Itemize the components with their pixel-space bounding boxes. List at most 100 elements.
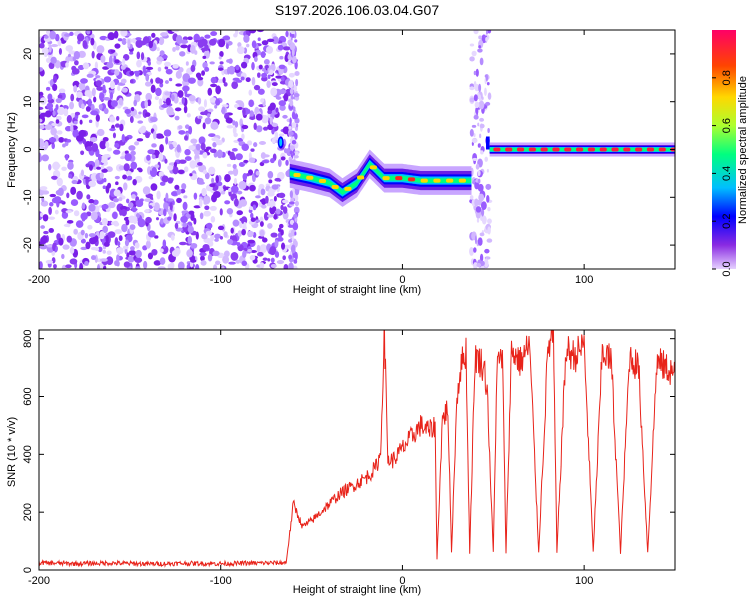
noise-blob: [76, 190, 83, 200]
noise-blob: [124, 108, 132, 115]
noise-blob: [158, 36, 165, 46]
noise-blob: [144, 198, 152, 202]
noise-blob: [144, 99, 149, 108]
noise-blob: [142, 65, 146, 74]
noise-blob: [87, 224, 93, 230]
edge-noise: [288, 80, 294, 89]
noise-blob: [203, 99, 208, 108]
noise-blob: [63, 223, 70, 227]
noise-blob: [137, 120, 144, 124]
edge-noise: [477, 48, 483, 53]
noise-blob: [71, 68, 80, 75]
noise-blob: [116, 115, 120, 121]
noise-blob: [189, 173, 193, 177]
noise-blob: [125, 218, 130, 226]
noise-blob: [91, 142, 99, 152]
noise-blob: [255, 125, 263, 133]
noise-blob: [159, 181, 166, 186]
noise-blob: [234, 30, 239, 36]
noise-blob: [123, 261, 131, 268]
noise-blob: [84, 261, 89, 266]
noise-blob: [45, 86, 51, 91]
noise-blob: [161, 104, 169, 108]
noise-blob: [199, 212, 204, 220]
direct-dash: [575, 147, 584, 152]
noise-blob: [144, 208, 150, 213]
noise-blob: [112, 149, 121, 155]
noise-blob: [50, 43, 59, 48]
noise-blob: [76, 91, 83, 99]
noise-blob: [114, 69, 120, 76]
noise-blob: [49, 30, 57, 40]
noise-blob: [209, 38, 217, 46]
noise-blob: [110, 100, 118, 107]
noise-blob: [99, 231, 105, 240]
cbar-tick-label: 0.6: [721, 118, 733, 133]
noise-blob: [266, 80, 271, 89]
noise-blob: [158, 98, 163, 106]
noise-blob: [224, 174, 231, 183]
noise-blob: [156, 56, 165, 62]
noise-blob: [118, 197, 123, 202]
noise-blob: [261, 40, 269, 46]
noise-blob: [216, 149, 223, 159]
noise-blob: [111, 221, 115, 226]
noise-blob: [208, 133, 216, 138]
noise-blob: [51, 175, 58, 180]
edge-noise: [473, 262, 478, 269]
noise-blob: [228, 261, 236, 265]
noise-blob: [228, 58, 233, 64]
edge-noise: [483, 258, 489, 268]
noise-blob: [259, 161, 265, 167]
direct-dash: [564, 147, 572, 152]
noise-blob: [45, 259, 54, 264]
edge-noise: [487, 206, 491, 212]
noise-blob: [80, 169, 85, 177]
noise-blob: [271, 82, 278, 87]
edge-noise: [480, 201, 487, 211]
edge-noise: [473, 114, 479, 120]
noise-blob: [101, 218, 108, 226]
noise-blob: [168, 111, 175, 116]
noise-blob: [165, 192, 169, 202]
noise-blob: [80, 78, 88, 84]
edge-noise: [292, 265, 298, 269]
noise-blob: [186, 113, 191, 118]
noise-blob: [182, 201, 188, 211]
edge-noise: [486, 238, 493, 243]
noise-blob: [48, 62, 55, 70]
direct-dash: [587, 147, 596, 152]
noise-blob: [123, 182, 128, 191]
noise-blob: [106, 147, 113, 152]
edge-noise: [288, 232, 294, 238]
noise-blob: [84, 232, 89, 239]
edge-noise: [471, 124, 477, 128]
noise-blob: [145, 132, 150, 139]
noise-blob: [158, 78, 164, 85]
edge-noise: [288, 201, 295, 205]
noise-blob: [278, 64, 286, 70]
noise-blob: [132, 178, 137, 186]
noise-blob: [249, 255, 256, 261]
noise-blob: [188, 210, 195, 215]
noise-blob: [184, 135, 189, 141]
noise-blob: [102, 84, 106, 92]
x-tick-label: -100: [210, 274, 232, 286]
noise-blob: [77, 64, 85, 71]
noise-blob: [108, 201, 116, 209]
noise-blob: [85, 163, 90, 168]
edge-noise: [475, 163, 480, 170]
noise-blob: [250, 249, 257, 253]
noise-blob: [39, 261, 43, 269]
x-tick-label: 100: [575, 274, 593, 286]
noise-blob: [247, 249, 252, 253]
noise-blob: [239, 217, 246, 222]
noise-blob: [264, 65, 269, 69]
noise-blob: [65, 264, 72, 269]
noise-blob: [118, 165, 126, 171]
noise-blob: [253, 56, 258, 63]
edge-noise: [476, 107, 479, 116]
edge-noise: [288, 262, 294, 269]
snr-xlabel: Height of straight line (km): [293, 584, 421, 596]
noise-blob: [263, 59, 270, 65]
